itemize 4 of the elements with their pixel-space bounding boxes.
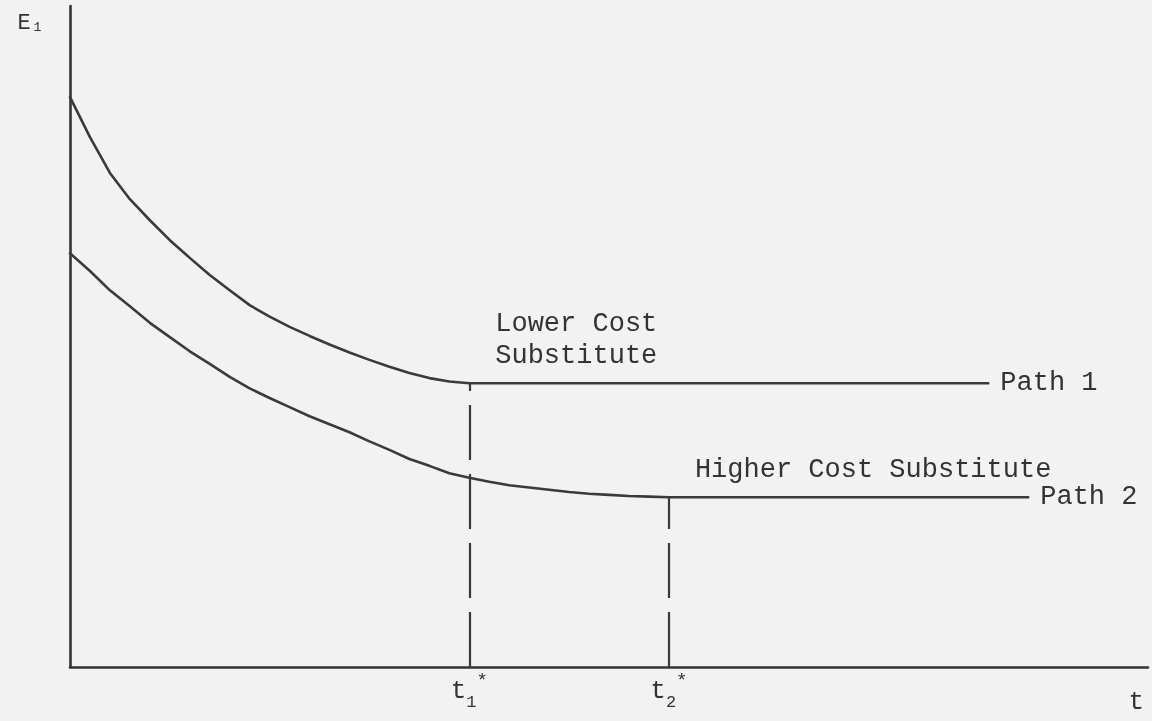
y-axis-title: E₁ [17,10,44,36]
x-axis-title: t [1128,687,1144,717]
series-label: Path 1 [1000,368,1098,399]
annotation: Lower Cost Substitute [495,309,658,372]
